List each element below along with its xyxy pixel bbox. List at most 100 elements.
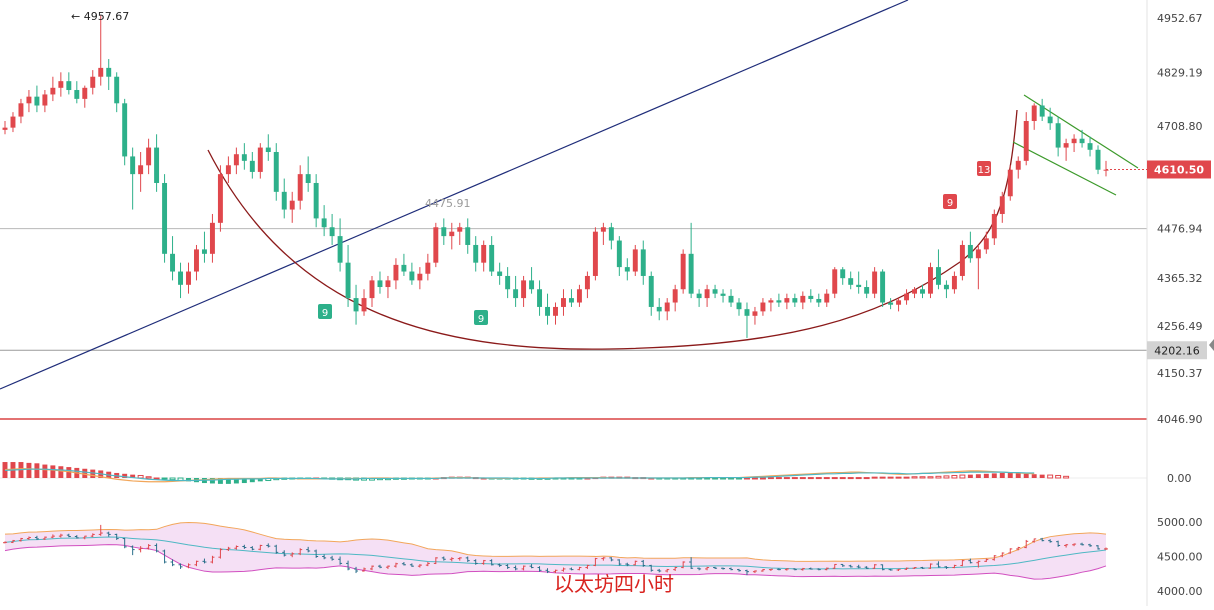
- candle-body: [162, 182, 168, 254]
- candle-body: [704, 289, 710, 299]
- candle-body: [736, 302, 742, 310]
- macd-hist-bar: [927, 476, 934, 479]
- candle-body: [672, 289, 678, 303]
- candle-body: [345, 262, 351, 299]
- macd-hist-bar: [241, 478, 247, 484]
- candle-body: [273, 151, 279, 192]
- price-axis: 4952.67 4829.19 4708.80 4476.94 4365.32 4256.…: [1146, 0, 1203, 606]
- candle-body: [122, 103, 128, 157]
- candle-body: [696, 293, 702, 299]
- candle-body: [1023, 121, 1029, 161]
- candle-body: [194, 249, 199, 272]
- candle-body: [816, 298, 822, 303]
- candle-body: [632, 249, 638, 272]
- candle-body: [233, 154, 239, 166]
- candle-body: [393, 264, 399, 281]
- candle-body: [848, 278, 854, 285]
- current-price-badge: [1147, 160, 1211, 179]
- candle-body: [920, 289, 925, 294]
- candle-body: [82, 87, 88, 99]
- candle-body: [281, 191, 287, 210]
- candle-body: [265, 147, 271, 152]
- macd-hist-bar: [823, 477, 830, 480]
- macd-hist-bar: [209, 478, 215, 484]
- candle-body: [656, 306, 662, 312]
- candle-body: [999, 196, 1005, 214]
- candle-body: [1095, 149, 1101, 170]
- candle-body: [824, 293, 830, 303]
- candle-body: [297, 174, 303, 201]
- candle-body: [872, 271, 878, 294]
- td-badge-text: 9: [322, 308, 328, 319]
- candle-body: [832, 269, 838, 294]
- td-up-badge-2: 13: [977, 161, 991, 176]
- macd-hist-bar: [839, 477, 846, 480]
- macd-hist-bar: [767, 477, 774, 480]
- candle-body: [904, 293, 910, 301]
- candle-body: [856, 284, 862, 288]
- candle-body: [90, 76, 96, 88]
- candle-body: [537, 289, 543, 307]
- axis-arrow-icon[interactable]: [1209, 339, 1214, 351]
- candle-body: [983, 238, 989, 250]
- candle-body: [896, 300, 902, 305]
- candle-body: [289, 200, 295, 210]
- price-tick-label: 4476.94: [1157, 223, 1203, 236]
- macd-hist-bar: [169, 477, 176, 481]
- macd-hist-bar: [1023, 473, 1029, 478]
- price-tick-label: 4708.80: [1157, 120, 1203, 133]
- macd-hist-bar: [186, 478, 191, 482]
- ref-price-text: 4202.16: [1154, 344, 1200, 357]
- candle-body: [1015, 160, 1021, 170]
- candle-body: [66, 81, 72, 91]
- candle-body: [10, 116, 16, 128]
- candle-body: [1079, 138, 1085, 144]
- cup-curve[interactable]: [207, 109, 1018, 350]
- candle-body: [225, 165, 231, 175]
- candle-body: [465, 227, 471, 245]
- macd-hist-bar: [145, 476, 152, 479]
- price-tick-label: 4829.19: [1157, 67, 1203, 80]
- candle-body: [967, 244, 973, 259]
- candle-body: [640, 249, 646, 276]
- macd-hist-bar: [935, 475, 942, 479]
- candle-body: [457, 227, 463, 232]
- macd-hist-bar: [967, 474, 973, 478]
- candle-body: [808, 295, 814, 299]
- macd-hist-bar: [1047, 474, 1054, 479]
- macd-hist-bar: [58, 466, 64, 478]
- macd-hist-bar: [130, 474, 136, 478]
- candle-body: [114, 76, 120, 104]
- macd-hist-bar: [1015, 473, 1021, 478]
- candle-body: [648, 275, 654, 307]
- bb-tick-label: 4500.00: [1157, 551, 1203, 564]
- candle-body: [58, 81, 64, 88]
- macd-hist-bar: [847, 477, 854, 480]
- price-tick-label: 4952.67: [1157, 12, 1203, 25]
- candle-body: [864, 287, 870, 294]
- candle-body: [385, 280, 391, 288]
- candle-body: [18, 103, 24, 117]
- candle-body: [792, 298, 798, 303]
- macd-hist-bar: [863, 477, 870, 480]
- macd-hist-bar: [82, 468, 88, 478]
- bollinger-band-fill: [5, 522, 1106, 580]
- candle-body: [154, 147, 160, 183]
- channel-lower-line[interactable]: [1012, 141, 1117, 196]
- macd-hist-bar: [903, 476, 910, 479]
- bb-tick-label: 4000.00: [1157, 585, 1203, 598]
- candle-body: [321, 218, 327, 228]
- candle-body: [441, 227, 447, 237]
- candle-body: [529, 280, 535, 290]
- macd-hist-bar: [783, 477, 790, 480]
- candle-body: [880, 271, 886, 303]
- candle-body: [912, 289, 917, 294]
- td-badge-text: 9: [478, 314, 484, 325]
- trend-line[interactable]: [0, 0, 909, 390]
- price-tick-label: 4365.32: [1157, 272, 1203, 285]
- candle-body: [568, 298, 574, 303]
- candle-body: [800, 295, 806, 303]
- candle-body: [664, 302, 670, 312]
- candle-body: [928, 267, 933, 294]
- macd-hist-bar: [855, 477, 862, 480]
